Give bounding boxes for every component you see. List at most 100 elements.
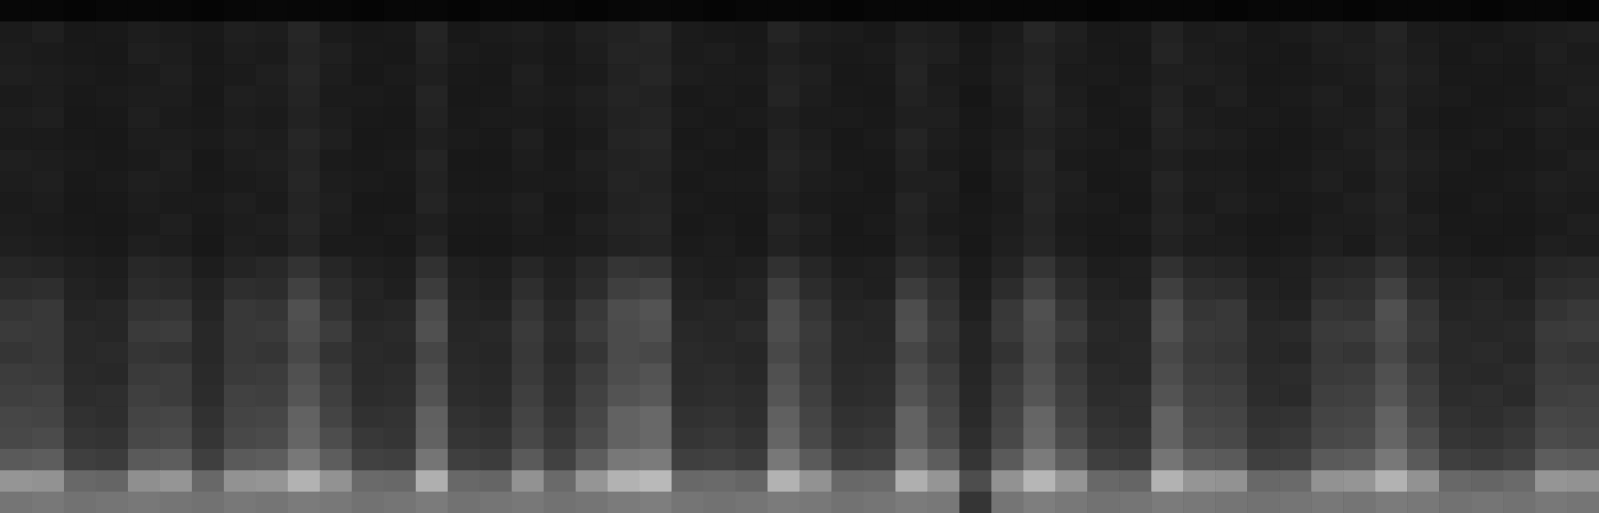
heatmap-cell: [192, 21, 225, 43]
heatmap-cell: [192, 43, 225, 65]
heatmap-cell: [1215, 192, 1248, 214]
heatmap-cell: [1439, 342, 1472, 364]
heatmap-cell: [96, 107, 129, 129]
heatmap-cell: [288, 470, 321, 492]
heatmap-cell: [1471, 107, 1504, 129]
heatmap-cell: [1215, 406, 1248, 428]
heatmap-cell: [1567, 321, 1599, 343]
heatmap-cell: [1151, 492, 1184, 513]
heatmap-cell: [704, 449, 737, 471]
heatmap-cell: [192, 192, 225, 214]
heatmap-cell: [768, 0, 801, 22]
heatmap-cell: [1503, 449, 1536, 471]
heatmap-cell: [448, 299, 481, 321]
heatmap-cell: [576, 321, 609, 343]
heatmap-cell: [0, 235, 33, 257]
heatmap-cell: [927, 128, 960, 150]
heatmap-cell: [480, 406, 513, 428]
heatmap-cell: [160, 192, 193, 214]
heatmap-cell: [192, 128, 225, 150]
heatmap-cell: [1279, 257, 1312, 279]
heatmap-cell: [736, 492, 769, 513]
heatmap-cell: [1151, 278, 1184, 300]
heatmap-cell: [704, 107, 737, 129]
heatmap-cell: [1471, 0, 1504, 22]
heatmap-cell: [32, 171, 65, 193]
heatmap-cell: [1375, 21, 1408, 43]
heatmap-cell: [288, 299, 321, 321]
heatmap-cell: [1311, 385, 1344, 407]
heatmap-cell: [160, 214, 193, 236]
heatmap-cell: [288, 86, 321, 108]
heatmap-cell: [96, 342, 129, 364]
heatmap-cell: [608, 86, 641, 108]
heatmap-cell: [1215, 299, 1248, 321]
heatmap-cell: [128, 470, 161, 492]
heatmap-cell: [1247, 257, 1280, 279]
heatmap-cell: [128, 406, 161, 428]
heatmap-cell: [1503, 86, 1536, 108]
heatmap-cell: [863, 107, 896, 129]
heatmap-cell: [512, 428, 545, 450]
heatmap-cell: [1279, 214, 1312, 236]
heatmap-cell: [704, 321, 737, 343]
heatmap-cell: [1407, 299, 1440, 321]
heatmap-cell: [1151, 0, 1184, 22]
heatmap-cell: [1343, 64, 1376, 86]
heatmap-cell: [991, 21, 1024, 43]
heatmap-cell: [416, 235, 449, 257]
heatmap-cell: [1087, 406, 1120, 428]
heatmap-cell: [704, 470, 737, 492]
heatmap-cell: [1567, 214, 1599, 236]
heatmap-cell: [128, 107, 161, 129]
heatmap-cell: [1023, 428, 1056, 450]
heatmap-cell: [320, 43, 353, 65]
heatmap-cell: [352, 171, 385, 193]
heatmap-cell: [576, 171, 609, 193]
heatmap-cell: [224, 43, 257, 65]
heatmap-cell: [1439, 214, 1472, 236]
heatmap-cell: [480, 257, 513, 279]
heatmap-cell: [1311, 43, 1344, 65]
heatmap-cell: [320, 128, 353, 150]
heatmap-cell: [927, 235, 960, 257]
heatmap-cell: [991, 278, 1024, 300]
heatmap-cell: [895, 278, 928, 300]
heatmap-cell: [831, 385, 864, 407]
heatmap-cell: [1503, 470, 1536, 492]
heatmap-cell: [352, 0, 385, 22]
heatmap-cell: [1407, 235, 1440, 257]
heatmap-cell: [608, 406, 641, 428]
heatmap-cell: [544, 257, 577, 279]
heatmap-cell: [96, 43, 129, 65]
heatmap-cell: [736, 342, 769, 364]
heatmap-cell: [1055, 363, 1088, 385]
heatmap-cell: [64, 385, 97, 407]
heatmap-cell: [256, 107, 289, 129]
heatmap-cell: [1311, 214, 1344, 236]
heatmap-cell: [480, 321, 513, 343]
heatmap-cell: [160, 278, 193, 300]
heatmap-cell: [863, 321, 896, 343]
heatmap-cell: [256, 363, 289, 385]
heatmap-cell: [416, 257, 449, 279]
heatmap-cell: [64, 171, 97, 193]
heatmap-cell: [991, 192, 1024, 214]
heatmap-cell: [640, 278, 673, 300]
heatmap-cell: [1023, 492, 1056, 513]
heatmap-cell: [1535, 171, 1568, 193]
heatmap-cell: [1503, 171, 1536, 193]
heatmap-cell: [863, 128, 896, 150]
heatmap-cell: [0, 107, 33, 129]
heatmap-cell: [32, 342, 65, 364]
heatmap-cell: [800, 363, 833, 385]
heatmap-cell: [320, 150, 353, 172]
heatmap-cell: [1215, 0, 1248, 22]
heatmap-cell: [192, 278, 225, 300]
heatmap-cell: [352, 449, 385, 471]
heatmap-cell: [576, 0, 609, 22]
heatmap-cell: [1471, 128, 1504, 150]
heatmap-cell: [640, 321, 673, 343]
heatmap-cell: [1119, 43, 1152, 65]
heatmap-cell: [640, 235, 673, 257]
